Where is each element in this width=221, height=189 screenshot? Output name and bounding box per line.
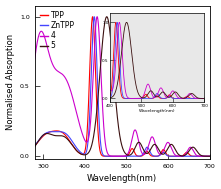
Y-axis label: Normalised Absorption: Normalised Absorption xyxy=(6,34,15,130)
X-axis label: Wavelength(nm): Wavelength(nm) xyxy=(87,174,157,184)
Legend: TPP, ZnTPP, 4, 5: TPP, ZnTPP, 4, 5 xyxy=(38,9,76,52)
